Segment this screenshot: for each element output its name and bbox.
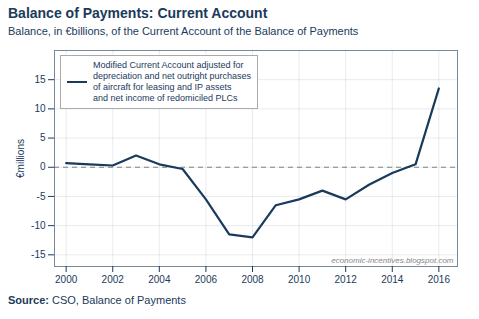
svg-text:economic-incentives.blogspot.c: economic-incentives.blogspot.com bbox=[331, 256, 454, 265]
svg-text:-15: -15 bbox=[31, 249, 46, 260]
svg-text:2012: 2012 bbox=[335, 274, 358, 285]
svg-text:2002: 2002 bbox=[102, 274, 125, 285]
svg-text:€millions: €millions bbox=[15, 139, 26, 178]
svg-text:-10: -10 bbox=[31, 220, 46, 231]
html-text:Modified Current Account adjus: Modified Current Account adjusted for de… bbox=[93, 60, 252, 103]
html-text:Balance of Payments: Current A: Balance of Payments: Current Account bbox=[8, 5, 268, 21]
svg-text:15: 15 bbox=[34, 74, 46, 85]
svg-text:2000: 2000 bbox=[55, 274, 78, 285]
svg-text:5: 5 bbox=[40, 132, 46, 143]
html-text:Source: CSO, Balance of Paymen: Source: CSO, Balance of Payments bbox=[8, 294, 186, 306]
svg-text:2004: 2004 bbox=[148, 274, 171, 285]
svg-text:2010: 2010 bbox=[288, 274, 311, 285]
svg-text:2008: 2008 bbox=[241, 274, 264, 285]
html-text:Balance, in €billions, of the: Balance, in €billions, of the Current Ac… bbox=[8, 25, 359, 37]
svg-text:2006: 2006 bbox=[195, 274, 218, 285]
svg-text:10: 10 bbox=[34, 103, 46, 114]
svg-text:2016: 2016 bbox=[428, 274, 451, 285]
svg-text:-5: -5 bbox=[37, 191, 46, 202]
svg-text:0: 0 bbox=[40, 161, 46, 172]
svg-text:2014: 2014 bbox=[381, 274, 404, 285]
